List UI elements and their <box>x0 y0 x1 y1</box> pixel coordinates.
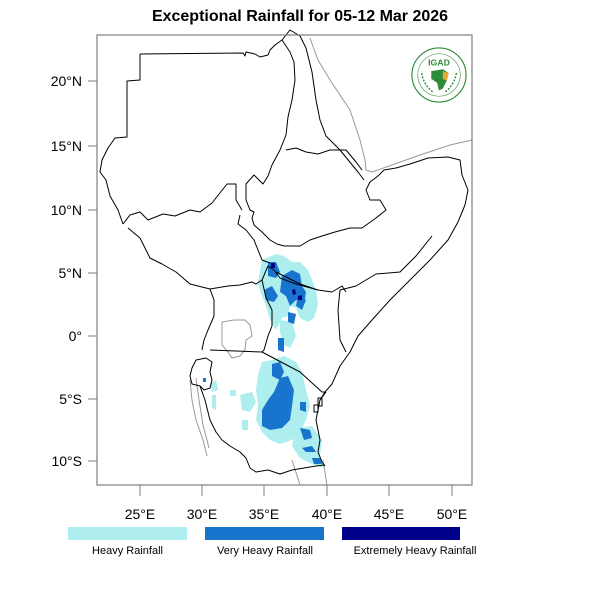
lat-label-5n: 5°N <box>58 265 83 281</box>
svg-text:IGAD: IGAD <box>428 57 450 67</box>
lon-label-25e: 25°E <box>124 506 156 522</box>
country-borders <box>99 29 469 475</box>
coastlines <box>189 37 473 486</box>
legend-label-extreme: Extremely Heavy Rainfall <box>353 545 477 557</box>
lon-label-30e: 30°E <box>186 506 218 522</box>
legend-swatch-very-heavy <box>205 527 324 540</box>
lon-label-50e: 50°E <box>436 506 468 522</box>
lat-label-20n: 20°N <box>50 73 82 89</box>
lon-label-40e: 40°E <box>311 506 343 522</box>
map-title: Exceptional Rainfall for 05-12 Mar 2026 <box>151 8 449 25</box>
lon-label-35e: 35°E <box>248 506 280 522</box>
extreme-rainfall-areas <box>271 263 302 300</box>
legend-label-very-heavy: Very Heavy Rainfall <box>217 545 313 557</box>
axis-ticks <box>88 80 453 496</box>
igad-logo: IGAD <box>411 47 467 103</box>
lat-label-10s: 10°S <box>51 453 82 469</box>
lat-label-15n: 15°N <box>50 138 82 154</box>
lat-label-0: 0° <box>68 328 82 344</box>
legend-label-heavy: Heavy Rainfall <box>92 545 163 557</box>
lon-label-45e: 45°E <box>373 506 405 522</box>
lat-label-5s: 5°S <box>59 391 82 407</box>
legend-swatch-extreme <box>342 527 460 540</box>
lat-label-10n: 10°N <box>50 202 82 218</box>
map-frame <box>96 34 473 486</box>
legend-swatch-heavy <box>68 527 187 540</box>
